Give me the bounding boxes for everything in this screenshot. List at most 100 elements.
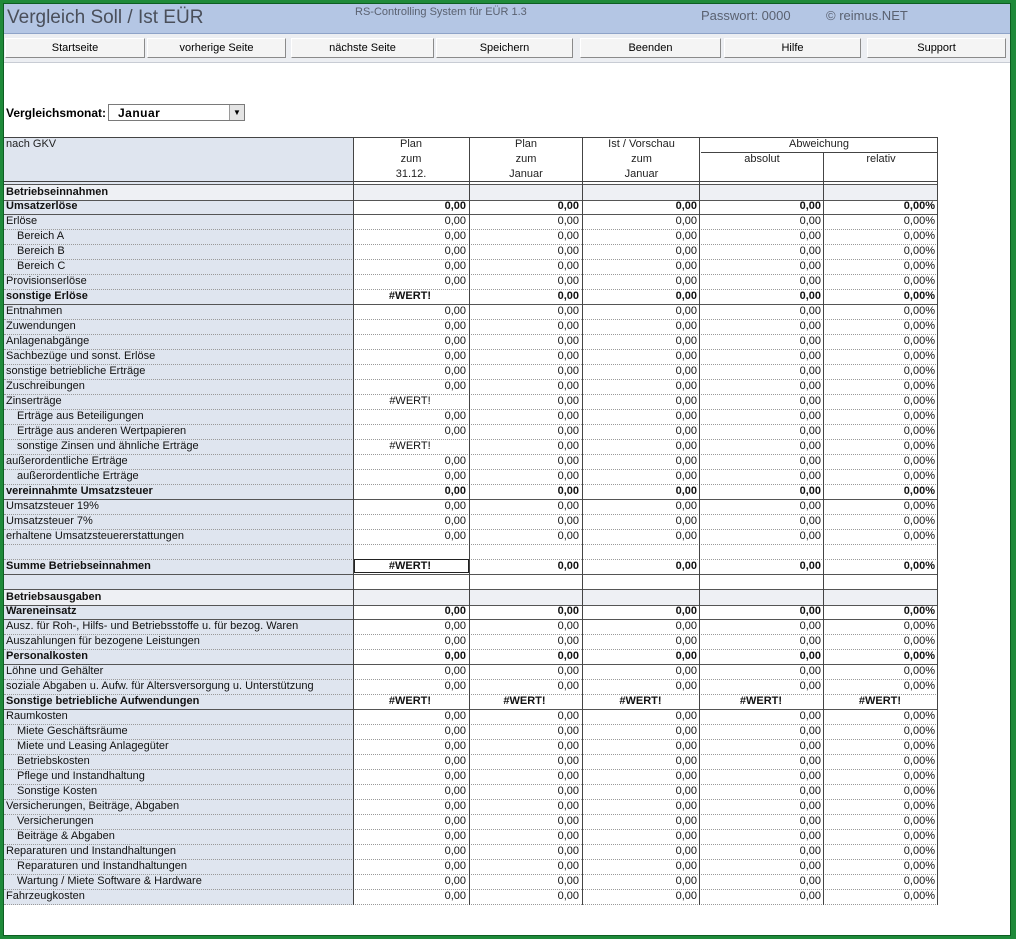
row-value-abs-dev[interactable]: 0,00: [799, 410, 821, 422]
row-value-actual[interactable]: 0,00: [675, 455, 697, 467]
row-value-plan-month[interactable]: 0,00: [557, 200, 579, 212]
row-value-plan-year[interactable]: 0,00: [444, 650, 466, 662]
row-value-plan-year[interactable]: 0,00: [444, 665, 466, 677]
row-value-plan-month[interactable]: 0,00: [557, 530, 579, 542]
row-value-abs-dev[interactable]: 0,00: [799, 650, 821, 662]
row-value-abs-dev[interactable]: 0,00: [799, 290, 821, 302]
row-value-plan-month[interactable]: 0,00: [557, 860, 579, 872]
row-value-plan-year[interactable]: 0,00: [444, 860, 466, 872]
table-row[interactable]: Betriebskosten 0,00 0,00 0,00 0,00 0,00%: [4, 754, 938, 770]
row-value-plan-month[interactable]: 0,00: [557, 500, 579, 512]
row-value-plan-year[interactable]: 0,00: [444, 785, 466, 797]
row-value-rel-dev[interactable]: 0,00%: [903, 335, 935, 347]
row-value-abs-dev[interactable]: 0,00: [799, 605, 821, 617]
row-value-actual[interactable]: 0,00: [675, 725, 697, 737]
row-value-plan-month[interactable]: 0,00: [557, 305, 579, 317]
table-row[interactable]: Erträge aus Beteiligungen 0,00 0,00 0,00 0,0…: [4, 409, 938, 425]
row-value-plan-year[interactable]: 0,00: [444, 530, 466, 542]
row-value-rel-dev[interactable]: 0,00%: [903, 410, 935, 422]
row-value-actual[interactable]: 0,00: [675, 335, 697, 347]
row-value-plan-year[interactable]: 0,00: [444, 725, 466, 737]
exit-button[interactable]: Beenden: [580, 38, 721, 58]
row-value-abs-dev[interactable]: 0,00: [799, 260, 821, 272]
row-value-rel-dev[interactable]: 0,00%: [903, 845, 935, 857]
row-value-actual[interactable]: 0,00: [675, 275, 697, 287]
table-row[interactable]: [4, 574, 938, 590]
table-row[interactable]: Umsatzsteuer 19% 0,00 0,00 0,00 0,00 0,00%: [4, 499, 938, 515]
table-row[interactable]: außerordentliche Erträge 0,00 0,00 0,00 0,00…: [4, 469, 938, 485]
row-value-plan-year[interactable]: 0,00: [444, 260, 466, 272]
row-value-plan-month[interactable]: 0,00: [557, 710, 579, 722]
row-value-actual[interactable]: 0,00: [675, 215, 697, 227]
row-value-abs-dev[interactable]: 0,00: [799, 200, 821, 212]
row-value-abs-dev[interactable]: #WERT!: [739, 695, 783, 707]
row-value-plan-month[interactable]: 0,00: [557, 320, 579, 332]
row-value-abs-dev[interactable]: 0,00: [799, 680, 821, 692]
row-value-plan-year[interactable]: 0,00: [444, 815, 466, 827]
row-value-plan-year[interactable]: 0,00: [444, 380, 466, 392]
row-value-actual[interactable]: 0,00: [675, 680, 697, 692]
row-value-rel-dev[interactable]: 0,00%: [903, 515, 935, 527]
row-value-abs-dev[interactable]: 0,00: [799, 380, 821, 392]
table-row[interactable]: Raumkosten 0,00 0,00 0,00 0,00 0,00%: [4, 709, 938, 725]
row-value-plan-year[interactable]: #WERT!: [389, 395, 431, 407]
row-value-plan-year[interactable]: 0,00: [444, 335, 466, 347]
table-row[interactable]: Wartung / Miete Software & Hardware 0,00 0…: [4, 874, 938, 890]
row-value-rel-dev[interactable]: 0,00%: [903, 605, 935, 617]
row-value-abs-dev[interactable]: 0,00: [799, 725, 821, 737]
row-value-rel-dev[interactable]: 0,00%: [903, 305, 935, 317]
row-value-actual[interactable]: 0,00: [675, 395, 697, 407]
row-value-abs-dev[interactable]: 0,00: [799, 770, 821, 782]
row-value-rel-dev[interactable]: 0,00%: [903, 485, 935, 497]
table-row[interactable]: Reparaturen und Instandhaltungen 0,00 0,00…: [4, 844, 938, 860]
row-value-actual[interactable]: 0,00: [675, 800, 697, 812]
row-value-abs-dev[interactable]: 0,00: [799, 785, 821, 797]
row-value-rel-dev[interactable]: 0,00%: [903, 275, 935, 287]
row-value-rel-dev[interactable]: 0,00%: [903, 395, 935, 407]
table-row[interactable]: Entnahmen 0,00 0,00 0,00 0,00 0,00%: [4, 304, 938, 320]
row-value-plan-year[interactable]: 0,00: [444, 890, 466, 902]
row-value-rel-dev[interactable]: 0,00%: [903, 500, 935, 512]
table-row[interactable]: erhaltene Umsatzsteuererstattungen 0,00 0,…: [4, 529, 938, 545]
row-value-actual[interactable]: 0,00: [675, 560, 697, 572]
table-row[interactable]: Anlagenabgänge 0,00 0,00 0,00 0,00 0,00%: [4, 334, 938, 350]
row-value-plan-year[interactable]: 0,00: [444, 680, 466, 692]
row-value-plan-month[interactable]: 0,00: [557, 485, 579, 497]
table-row[interactable]: sonstige Erlöse #WERT! 0,00 0,00 0,00 0,00%: [4, 289, 938, 305]
row-value-plan-year[interactable]: 0,00: [444, 470, 466, 482]
row-value-plan-month[interactable]: 0,00: [557, 380, 579, 392]
table-row[interactable]: Löhne und Gehälter 0,00 0,00 0,00 0,00 0,00%: [4, 664, 938, 680]
row-value-actual[interactable]: 0,00: [675, 500, 697, 512]
row-value-rel-dev[interactable]: 0,00%: [903, 215, 935, 227]
table-row[interactable]: Bereich A 0,00 0,00 0,00 0,00 0,00%: [4, 229, 938, 245]
row-value-rel-dev[interactable]: 0,00%: [903, 530, 935, 542]
row-value-actual[interactable]: 0,00: [675, 635, 697, 647]
row-value-rel-dev[interactable]: 0,00%: [903, 770, 935, 782]
row-value-plan-year[interactable]: 0,00: [444, 305, 466, 317]
row-value-rel-dev[interactable]: 0,00%: [903, 230, 935, 242]
table-row[interactable]: sonstige betriebliche Erträge 0,00 0,00 0,0…: [4, 364, 938, 380]
row-value-plan-month[interactable]: 0,00: [557, 770, 579, 782]
row-value-plan-year[interactable]: #WERT!: [388, 290, 432, 302]
row-value-plan-month[interactable]: 0,00: [557, 635, 579, 647]
row-value-abs-dev[interactable]: 0,00: [799, 815, 821, 827]
row-value-rel-dev[interactable]: 0,00%: [903, 665, 935, 677]
row-value-actual[interactable]: 0,00: [675, 650, 697, 662]
row-value-plan-month[interactable]: 0,00: [557, 875, 579, 887]
row-value-actual[interactable]: 0,00: [675, 605, 697, 617]
row-value-rel-dev[interactable]: 0,00%: [903, 440, 935, 452]
row-value-plan-year[interactable]: 0,00: [444, 410, 466, 422]
row-value-plan-year[interactable]: #WERT!: [388, 560, 432, 572]
row-value-plan-month[interactable]: 0,00: [557, 335, 579, 347]
row-value-abs-dev[interactable]: 0,00: [799, 860, 821, 872]
row-value-actual[interactable]: 0,00: [675, 740, 697, 752]
row-value-abs-dev[interactable]: 0,00: [799, 515, 821, 527]
row-value-rel-dev[interactable]: 0,00%: [903, 875, 935, 887]
row-value-plan-month[interactable]: 0,00: [557, 680, 579, 692]
row-value-actual[interactable]: 0,00: [675, 890, 697, 902]
row-value-plan-year[interactable]: 0,00: [444, 740, 466, 752]
table-row[interactable]: Sachbezüge und sonst. Erlöse 0,00 0,00 0,00…: [4, 349, 938, 365]
row-value-actual[interactable]: 0,00: [675, 860, 697, 872]
row-value-plan-year[interactable]: 0,00: [444, 515, 466, 527]
row-value-plan-month[interactable]: 0,00: [557, 755, 579, 767]
